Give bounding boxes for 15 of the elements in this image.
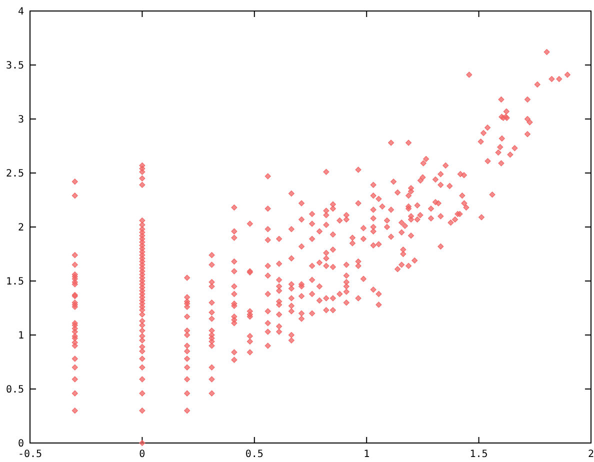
- x-tick-label: 0.5: [245, 449, 264, 460]
- y-tick-label: 4: [18, 6, 24, 18]
- x-tick-label: 1: [364, 449, 370, 460]
- y-tick-label: 2: [18, 222, 24, 234]
- y-tick-label: 3.5: [6, 60, 24, 72]
- y-tick-label: 0.5: [6, 384, 24, 396]
- x-tick-label: -0.5: [18, 449, 42, 460]
- y-tick-label: 1: [18, 330, 24, 342]
- y-tick-label: 3: [18, 114, 24, 126]
- y-tick-label: 2.5: [6, 168, 24, 180]
- x-tick-label: 2: [588, 449, 594, 460]
- x-tick-label: 0: [139, 449, 146, 460]
- y-tick-label: 0: [18, 438, 24, 450]
- y-tick-label: 1.5: [6, 276, 24, 288]
- x-tick-label: 1.5: [470, 449, 488, 460]
